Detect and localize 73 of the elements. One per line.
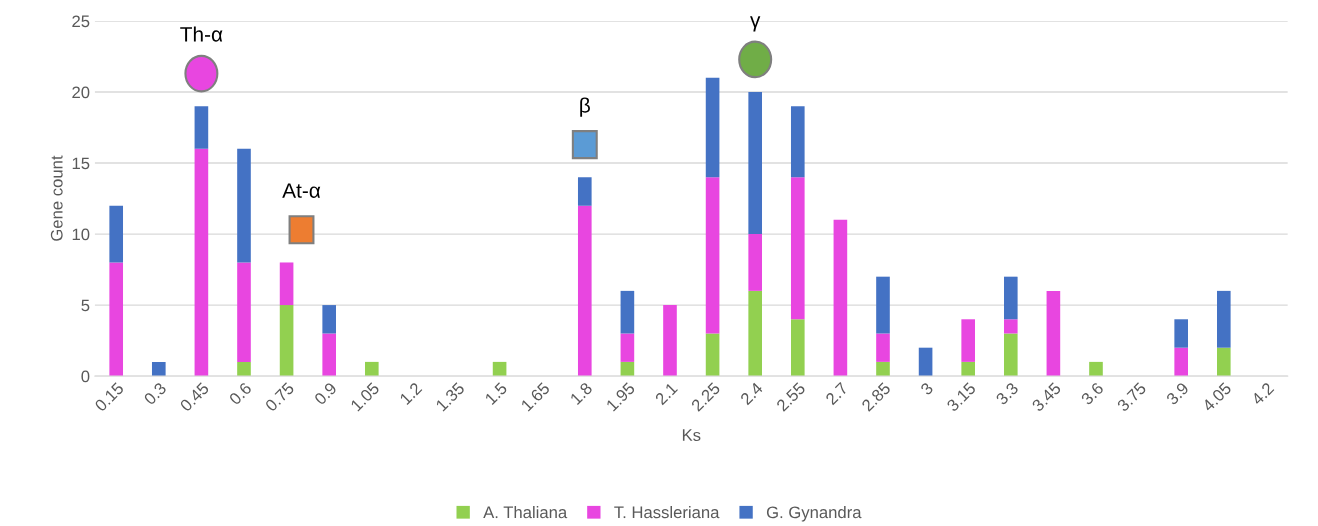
- x-tick-label: 4.2: [1250, 381, 1275, 406]
- bar: [1174, 347, 1188, 377]
- bar: [663, 305, 677, 377]
- bar: [748, 92, 763, 235]
- bar: [876, 276, 890, 334]
- x-tick-label: 0.3: [143, 381, 167, 406]
- bar: [705, 177, 720, 334]
- bar: [322, 333, 337, 377]
- x-tick-label: 0.9: [313, 381, 338, 406]
- bar: [833, 219, 848, 377]
- bar: [109, 262, 124, 377]
- bar: [790, 177, 805, 320]
- bar: [918, 347, 933, 377]
- x-tick-label: 0.6: [228, 381, 253, 406]
- annotation: β: [580, 97, 590, 117]
- x-axis-title: Ks: [682, 429, 701, 441]
- bar: [961, 319, 975, 362]
- y-tick-label: 25: [72, 15, 90, 28]
- y-tick-label: 15: [72, 157, 90, 170]
- bar: [1003, 276, 1018, 320]
- x-tick-label: 4.05: [1201, 381, 1232, 413]
- x-tick-label: 1.2: [399, 381, 423, 405]
- x-tick-label: 3: [919, 381, 934, 396]
- x-tick-label: 2.4: [739, 381, 764, 406]
- bar: [194, 148, 209, 377]
- bar: [1003, 333, 1018, 377]
- bar: [322, 305, 337, 334]
- bar: [577, 177, 592, 206]
- x-tick-label: 3.6: [1080, 381, 1105, 406]
- bar: [705, 77, 720, 178]
- bar: [1089, 361, 1103, 377]
- x-tick-label: 3.9: [1165, 381, 1190, 406]
- bar: [961, 361, 975, 377]
- bar: [109, 205, 124, 263]
- y-axis-title: Gene count: [50, 155, 63, 241]
- bar: [237, 361, 251, 377]
- bar: [876, 361, 890, 377]
- bar: [364, 361, 379, 377]
- y-tick-label: 5: [81, 299, 90, 312]
- annotation: γ: [750, 16, 761, 32]
- annotation: Th-α: [180, 26, 223, 42]
- legend-label: G. Gynandra: [766, 505, 862, 522]
- bar: [1003, 319, 1018, 334]
- y-tick-label: 10: [72, 228, 90, 241]
- bar: [620, 290, 635, 334]
- bar: [1216, 347, 1231, 377]
- bar: [279, 305, 294, 377]
- x-tick-label: 3.3: [995, 381, 1019, 406]
- bar: [237, 262, 251, 362]
- bar: [1216, 290, 1231, 348]
- y-tick-label: 20: [72, 86, 90, 99]
- bar: [151, 361, 166, 377]
- bar: [705, 333, 720, 377]
- legend-label: T. Hassleriana: [614, 505, 720, 519]
- bar: [790, 319, 805, 377]
- x-tick-label: 2.7: [824, 381, 849, 406]
- legend-label: A. Thaliana: [483, 505, 568, 519]
- bar: [194, 106, 209, 149]
- bar: [279, 262, 294, 306]
- bar: [237, 148, 251, 263]
- annotation: At-α: [282, 183, 321, 198]
- bar: [1174, 319, 1188, 348]
- x-tick-label: 1.8: [569, 381, 593, 406]
- x-tick-label: 1.5: [484, 381, 508, 406]
- bar: [1046, 290, 1061, 377]
- bar: [577, 205, 592, 377]
- x-tick-label: 2.1: [654, 381, 678, 406]
- bar: [748, 234, 763, 291]
- y-tick-label: 0: [81, 370, 90, 383]
- bar: [876, 333, 890, 362]
- bar: [790, 106, 805, 178]
- bar: [620, 333, 635, 362]
- bar: [748, 290, 763, 377]
